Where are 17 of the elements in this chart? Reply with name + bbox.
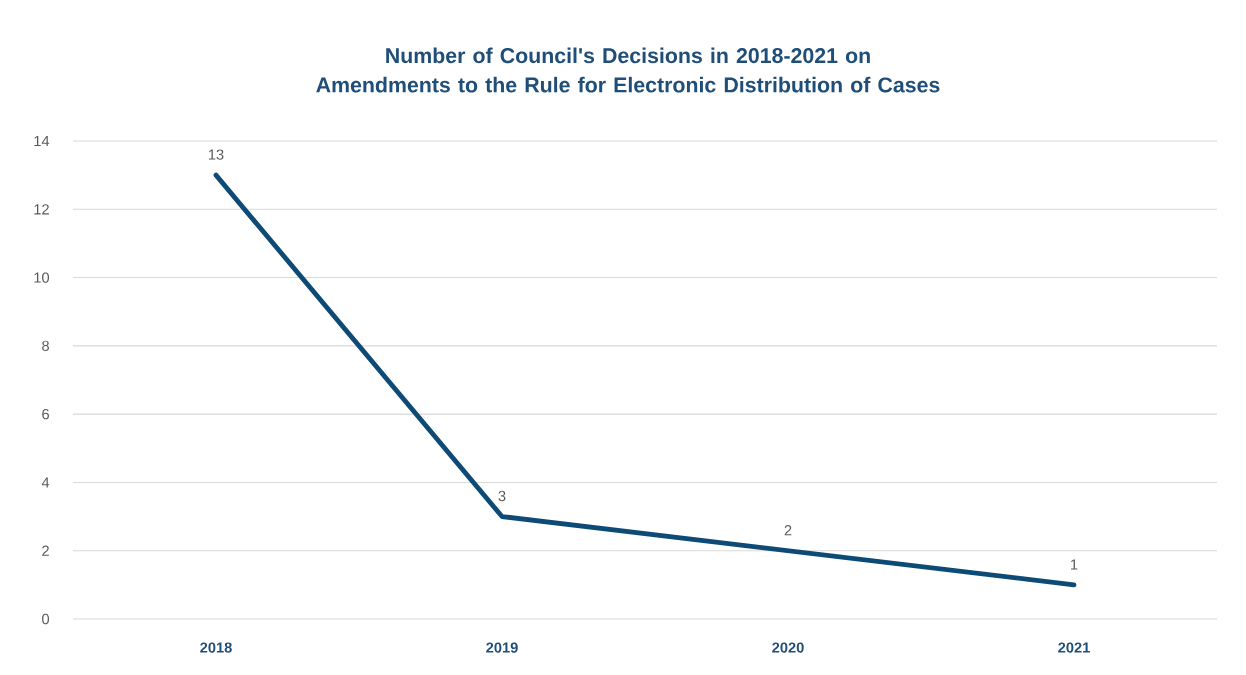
y-tick-label: 4 — [41, 477, 50, 488]
data-label: 1 — [1071, 559, 1078, 570]
x-tick-label: 2021 — [1058, 642, 1090, 653]
x-tick-label: 2018 — [200, 642, 232, 653]
y-tick-label: 2 — [42, 545, 49, 556]
y-tick-label: 14 — [34, 135, 50, 147]
y-tick-label: 10 — [34, 272, 50, 283]
x-tick-label: 2019 — [486, 642, 518, 653]
data-label: 2 — [784, 525, 792, 536]
data-label: 13 — [208, 149, 224, 160]
y-tick-label: 8 — [42, 340, 49, 352]
data-label: 3 — [498, 490, 506, 502]
chart-title: Number of Council's Decisions in 2018-2021 on Amendments to the Rule for Electronic Distribution of Cases — [316, 47, 940, 93]
y-tick-label: 0 — [42, 613, 50, 625]
x-tick-label: 2020 — [772, 642, 804, 653]
y-tick-label: 12 — [34, 204, 49, 215]
y-tick-label: 6 — [42, 408, 49, 420]
